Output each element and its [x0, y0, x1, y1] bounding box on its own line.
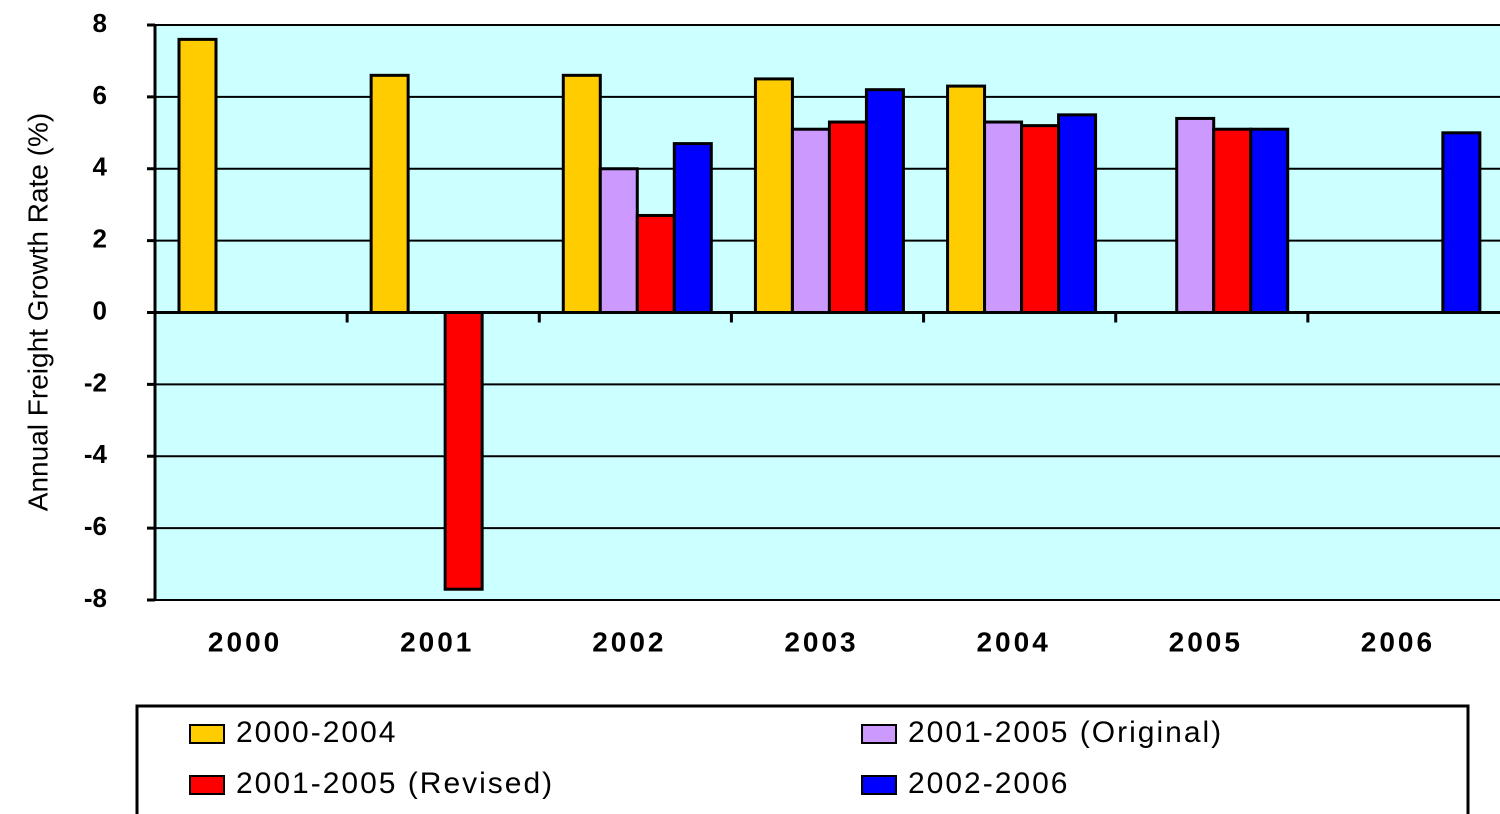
- legend-label: 2001-2005 (Revised): [236, 767, 554, 800]
- x-tick-label: 2001: [400, 626, 474, 657]
- y-tick-label: -6: [84, 511, 107, 541]
- bar: [369, 73, 410, 314]
- bar: [946, 84, 987, 314]
- y-tick-label: -4: [84, 439, 108, 469]
- legend-box: [135, 704, 1470, 814]
- legend-swatch: [861, 775, 897, 795]
- x-tick-label: 2002: [592, 626, 666, 657]
- y-tick-label: 6: [93, 80, 107, 110]
- bar: [1175, 116, 1216, 314]
- y-tick-label: 2: [93, 224, 107, 254]
- bar: [443, 311, 484, 591]
- x-tick-label: 2006: [1361, 626, 1435, 657]
- legend-label: 2000-2004: [236, 716, 397, 749]
- bar: [1441, 131, 1482, 314]
- bar: [864, 88, 905, 314]
- bar: [1212, 127, 1253, 314]
- legend-label: 2001-2005 (Original): [908, 716, 1223, 749]
- y-tick-label: -2: [84, 367, 107, 397]
- legend-swatch: [189, 775, 225, 795]
- y-tick-label: 8: [93, 8, 107, 38]
- x-tick-label: 2003: [784, 626, 858, 657]
- legend-swatch: [189, 724, 225, 744]
- bar: [1249, 127, 1290, 314]
- x-tick-label: 2004: [976, 626, 1050, 657]
- bar: [790, 127, 831, 314]
- x-tick-label: 2005: [1169, 626, 1243, 657]
- y-axis-label: Annual Freight Growth Rate (%): [22, 113, 53, 511]
- bar: [177, 37, 218, 314]
- y-tick-label: 4: [93, 152, 108, 182]
- y-tick-label: -8: [84, 583, 107, 613]
- bar: [635, 213, 676, 314]
- bar: [983, 120, 1024, 314]
- legend-label: 2002-2006: [908, 767, 1069, 800]
- legend-swatch: [861, 724, 897, 744]
- x-tick-label: 2000: [208, 626, 282, 657]
- bar: [672, 142, 713, 314]
- y-tick-label: 0: [93, 295, 107, 325]
- bar: [827, 120, 868, 314]
- bar: [1020, 124, 1061, 314]
- bar: [561, 73, 602, 314]
- bar: [598, 167, 639, 314]
- bar: [1057, 113, 1098, 314]
- bar: [753, 77, 794, 314]
